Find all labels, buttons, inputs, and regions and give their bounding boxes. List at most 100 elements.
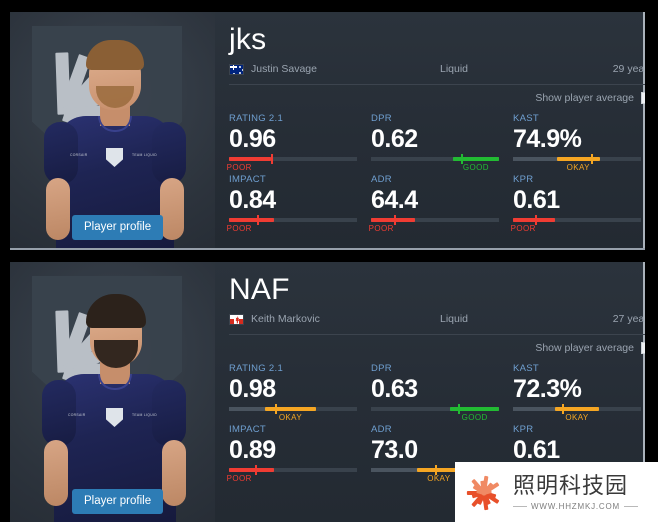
stat-bar — [229, 465, 357, 475]
stat-bar — [371, 404, 499, 414]
stat-bar-fill — [229, 218, 274, 222]
watermark-url: WWW.HHZMKJ.COM — [513, 502, 638, 511]
stat-bar-fill — [556, 157, 601, 161]
player-nickname: NAF — [229, 273, 290, 306]
stat-bar-fill — [452, 157, 499, 161]
show-player-average-row[interactable]: Show player average — [229, 88, 645, 108]
stat-label: KPR — [513, 424, 534, 435]
show-player-average-label: Show player average — [535, 342, 634, 354]
stat-value: 0.63 — [371, 375, 418, 403]
card-right-edge — [643, 262, 645, 522]
stat-bar-fill — [417, 468, 461, 472]
stat-bar-marker — [458, 404, 461, 414]
stat-label: IMPACT — [229, 424, 266, 435]
header-divider — [229, 334, 645, 335]
site-watermark: 照明科技园 WWW.HHZMKJ.COM — [455, 462, 658, 522]
player-meta: Keith Markovic Liquid 27 years — [229, 310, 645, 328]
stat-value: 64.4 — [371, 186, 418, 214]
stat-grade: POOR — [368, 224, 394, 233]
player-profile-button[interactable]: Player profile — [72, 215, 164, 240]
stat-value: 0.96 — [229, 125, 276, 153]
stat-bar-fill — [229, 468, 274, 472]
player-real-name: Justin Savage — [251, 63, 317, 75]
stat-cell: RATING 2.1 0.98 OKAY — [229, 362, 371, 423]
stat-label: ADR — [371, 424, 392, 435]
stat-value: 73.0 — [371, 436, 418, 464]
stat-label: KAST — [513, 363, 540, 374]
stats-grid: RATING 2.1 0.96 POOR DPR 0.62 GOOD KAST 74.9% OK… — [226, 112, 645, 234]
stat-bar-marker — [254, 465, 257, 475]
stat-grade: GOOD — [461, 413, 488, 422]
flag-australia-icon — [229, 63, 244, 75]
stat-bar-fill — [513, 218, 556, 222]
stat-label: RATING 2.1 — [229, 113, 284, 124]
stat-value: 72.3% — [513, 375, 582, 403]
player-nickname: jks — [229, 23, 267, 56]
stat-label: DPR — [371, 113, 392, 124]
player-profile-button[interactable]: Player profile — [72, 489, 164, 514]
stat-cell: ADR 64.4 POOR — [368, 173, 513, 234]
stat-cell: KAST 74.9% OKAY — [513, 112, 645, 173]
stat-grade: OKAY — [566, 163, 590, 172]
stat-bar-marker — [591, 154, 594, 164]
stat-label: ADR — [371, 174, 392, 185]
stat-bar-fill — [371, 218, 415, 222]
flag-canada-icon — [229, 313, 244, 325]
stat-cell: DPR 0.62 GOOD — [371, 112, 513, 173]
stat-value: 0.89 — [229, 436, 276, 464]
stat-bar-marker — [271, 154, 274, 164]
show-player-average-row[interactable]: Show player average — [229, 338, 645, 358]
player-portrait: CORSAIR TEAM LIQUID — [10, 12, 215, 248]
stat-label: IMPACT — [229, 174, 266, 185]
stat-label: KAST — [513, 113, 540, 124]
stats-row: RATING 2.1 0.98 OKAY DPR 0.63 GOOD KAST 72.3% OK… — [229, 362, 645, 423]
stat-bar — [371, 215, 499, 225]
stats-row: RATING 2.1 0.96 POOR DPR 0.62 GOOD KAST 74.9% OK… — [227, 112, 645, 173]
player-portrait: CORSAIR TEAM LIQUID — [10, 262, 215, 522]
player-card: CORSAIR TEAM LIQUID Player profile NAF K… — [10, 262, 645, 522]
stat-value: 0.98 — [229, 375, 276, 403]
player-photo: CORSAIR TEAM LIQUID Player profile — [10, 262, 215, 522]
stat-bar-fill — [555, 407, 599, 411]
player-team[interactable]: Liquid — [440, 63, 469, 75]
stat-grade: POOR — [226, 474, 252, 483]
show-player-average-checkbox[interactable] — [641, 342, 645, 354]
stat-label: KPR — [513, 174, 534, 185]
stat-bar-fill — [450, 407, 499, 411]
stat-bar — [229, 154, 357, 164]
stat-value: 0.62 — [371, 125, 418, 153]
stat-value: 0.61 — [513, 186, 560, 214]
sunburst-logo-icon — [463, 472, 507, 512]
player-age: 29 years — [612, 63, 645, 75]
stat-value: 74.9% — [513, 125, 582, 153]
stat-bar-marker — [257, 215, 260, 225]
watermark-chinese-text: 照明科技园 — [513, 473, 629, 499]
stat-bar — [229, 215, 357, 225]
stat-cell: IMPACT 0.89 POOR — [226, 423, 371, 484]
player-team[interactable]: Liquid — [440, 313, 469, 325]
stat-bar — [371, 154, 499, 164]
stat-label: RATING 2.1 — [229, 363, 284, 374]
player-meta: Justin Savage Liquid 29 years — [229, 60, 645, 78]
stat-bar — [513, 404, 641, 414]
show-player-average-label: Show player average — [535, 92, 634, 104]
stat-bar-marker — [275, 404, 278, 414]
stat-grade: POOR — [226, 224, 252, 233]
player-age: 27 years — [612, 313, 645, 325]
player-real-name: Keith Markovic — [251, 313, 320, 325]
stat-bar — [513, 215, 641, 225]
stat-grade: POOR — [510, 224, 536, 233]
stat-bar — [513, 154, 641, 164]
stat-value: 0.61 — [513, 436, 560, 464]
stat-cell: RATING 2.1 0.96 POOR — [227, 112, 371, 173]
show-player-average-checkbox[interactable] — [641, 92, 645, 104]
stat-bar-marker — [534, 215, 537, 225]
stat-cell: KAST 72.3% OKAY — [513, 362, 645, 423]
card-right-edge — [643, 12, 645, 248]
header-divider — [229, 84, 645, 85]
stat-bar-marker — [394, 215, 397, 225]
stat-cell: DPR 0.63 GOOD — [371, 362, 513, 423]
stat-grade: OKAY — [427, 474, 451, 483]
stat-bar-fill — [229, 157, 272, 161]
